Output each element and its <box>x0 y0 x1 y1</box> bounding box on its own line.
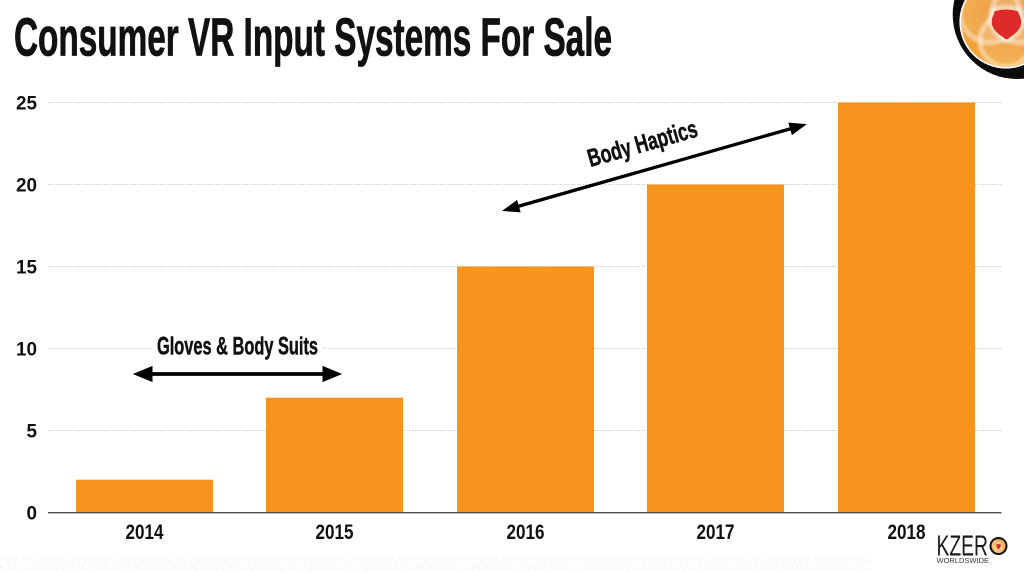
svg-text:KZero Worldswide KZero Worldsw: KZero Worldswide KZero Worldswide KZero … <box>0 564 866 569</box>
svg-text:0: 0 <box>27 503 38 525</box>
svg-text:WORLDSWIDE: WORLDSWIDE <box>937 556 990 565</box>
svg-text:KZER: KZER <box>937 531 989 563</box>
svg-text:2014: 2014 <box>126 520 164 544</box>
svg-text:KZero Worldswide KZero Worldsw: KZero Worldswide KZero Worldswide KZero … <box>2 556 868 561</box>
svg-text:2017: 2017 <box>697 520 735 544</box>
svg-text:2018: 2018 <box>888 520 926 544</box>
svg-text:Consumer VR Input Systems For: Consumer VR Input Systems For Sale <box>14 8 612 68</box>
svg-text:2015: 2015 <box>316 520 354 544</box>
svg-text:20: 20 <box>16 175 37 197</box>
svg-text:KZero Worldswide KZero Worldsw: KZero Worldswide KZero Worldswide KZero … <box>7 560 873 565</box>
svg-text:25: 25 <box>16 93 37 115</box>
svg-text:10: 10 <box>16 339 37 361</box>
svg-text:2016: 2016 <box>507 520 545 544</box>
svg-text:15: 15 <box>16 257 37 279</box>
svg-text:Gloves & Body Suits: Gloves & Body Suits <box>157 333 318 361</box>
svg-text:KZero Worldswide KZero Worldsw: KZero Worldswide KZero Worldswide KZero … <box>5 568 871 573</box>
svg-text:5: 5 <box>27 421 38 443</box>
